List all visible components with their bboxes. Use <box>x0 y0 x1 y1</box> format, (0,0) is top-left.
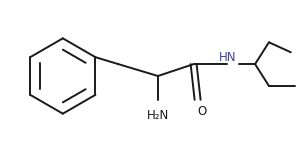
Text: H₂N: H₂N <box>147 109 169 122</box>
Text: O: O <box>197 105 206 118</box>
Text: HN: HN <box>218 51 236 64</box>
